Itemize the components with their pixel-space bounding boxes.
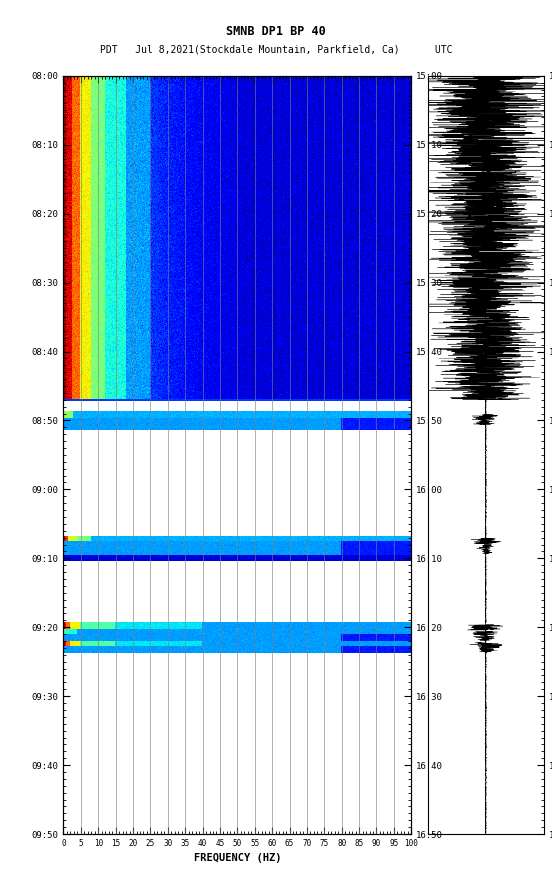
Text: PDT   Jul 8,2021(Stockdale Mountain, Parkfield, Ca)      UTC: PDT Jul 8,2021(Stockdale Mountain, Parkf… [100, 44, 452, 54]
Text: SMNB DP1 BP 40: SMNB DP1 BP 40 [226, 25, 326, 37]
X-axis label: FREQUENCY (HZ): FREQUENCY (HZ) [194, 854, 281, 863]
Text: ≡USGS: ≡USGS [9, 12, 47, 22]
